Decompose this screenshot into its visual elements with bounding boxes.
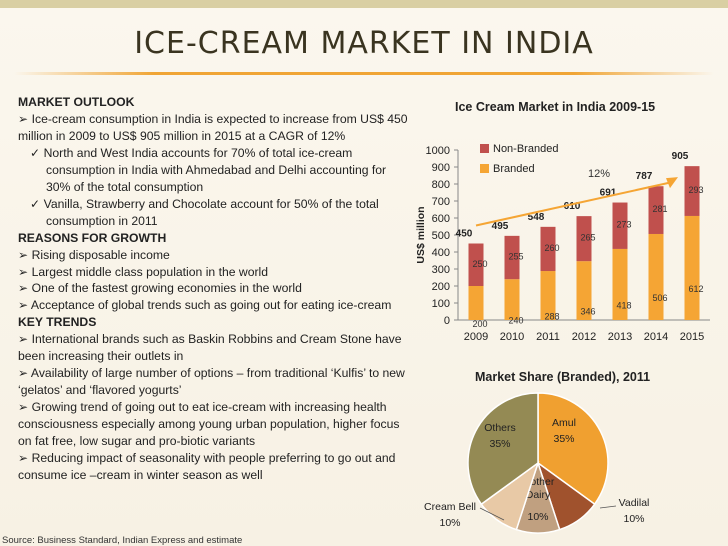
x-tick-label: 2014 (644, 331, 668, 343)
reasons-heading: REASONS FOR GROWTH (18, 230, 167, 245)
data-label-non-branded: 250 (472, 259, 487, 269)
reasons-bullet-4: ➢ Acceptance of global trends such as go… (18, 298, 392, 313)
data-label-total: 905 (672, 151, 689, 162)
x-tick-label: 2015 (680, 331, 704, 343)
data-label-non-branded: 293 (688, 185, 703, 195)
pie-label-others: Others (484, 422, 516, 434)
x-tick-label: 2013 (608, 331, 632, 343)
y-tick-label: 1000 (426, 145, 450, 157)
bar-non-branded (468, 243, 484, 286)
cagr-annotation: 12% (588, 168, 610, 180)
leader-line-cream-bell (479, 507, 505, 521)
pie-slice-others (467, 392, 539, 506)
y-tick-label: 700 (432, 196, 450, 208)
x-tick-label: 2009 (464, 331, 488, 343)
bar-non-branded (612, 202, 628, 249)
reasons-bullet-3: ➢ One of the fastest growing economies i… (18, 281, 302, 296)
key-trends-bullet-2: ➢ Availability of large number of option… (18, 366, 405, 398)
bar-non-branded (576, 216, 592, 262)
data-label-non-branded: 260 (544, 243, 559, 253)
top-accent-bar (0, 0, 728, 8)
key-trends-bullet-4: ➢ Reducing impact of seasonality with pe… (18, 451, 396, 482)
x-tick-label: 2012 (572, 331, 596, 343)
key-trends-heading: KEY TRENDS (18, 315, 97, 330)
legend-swatch-branded (480, 164, 489, 173)
data-label-branded: 418 (616, 300, 631, 310)
bar-branded (504, 279, 520, 320)
bar-non-branded (648, 186, 664, 234)
x-tick-label: 2010 (500, 331, 524, 343)
data-label-branded: 346 (580, 307, 595, 317)
bar-non-branded (684, 166, 700, 216)
market-outlook-bullet-1: ➢ Ice-cream consumption in India is expe… (18, 111, 408, 143)
slide-title: ICE-CREAM MARKET IN INDIA (134, 26, 594, 61)
y-tick-label: 800 (432, 179, 450, 191)
market-outlook-subbullet-2: ✓ Vanilla, Strawberry and Chocolate acco… (30, 196, 379, 228)
text-column: MARKET OUTLOOK ➢ Ice-cream consumption i… (18, 94, 413, 484)
x-tick-label: 2011 (536, 331, 560, 343)
bar-branded (576, 261, 592, 320)
bar-non-branded (540, 226, 556, 272)
bar-branded (684, 215, 700, 320)
bar-branded (540, 271, 556, 320)
legend-swatch-non-branded (480, 144, 489, 153)
title-underline (14, 72, 714, 75)
data-label-non-branded: 273 (616, 220, 631, 230)
data-label-branded: 288 (544, 312, 559, 322)
pie-value-amul: 35% (553, 433, 574, 445)
y-tick-label: 0 (444, 315, 450, 327)
y-tick-label: 400 (432, 247, 450, 259)
pie-value-mother-dairy: 10% (527, 511, 548, 523)
pie-label-vadilal: Vadilal (619, 497, 650, 509)
data-label-branded: 200 (472, 319, 487, 329)
bar-chart-title: Ice Cream Market in India 2009-15 (455, 100, 656, 114)
leader-line-vadilal (599, 505, 617, 509)
bar-non-branded (504, 235, 520, 280)
y-axis-title: US$ million (415, 206, 427, 263)
pie-label-mother-dairy-line2: Dairy (526, 489, 551, 501)
source-note: Source: Business Standard, Indian Expres… (2, 535, 243, 546)
y-tick-label: 200 (432, 281, 450, 293)
key-trends-bullet-3: ➢ Growing trend of going out to eat ice-… (18, 400, 400, 449)
market-outlook-heading: MARKET OUTLOOK (18, 95, 135, 109)
pie-slice-amul (537, 392, 609, 506)
pie-chart-title: Market Share (Branded), 2011 (475, 370, 651, 384)
data-label-non-branded: 255 (508, 252, 523, 262)
data-label-branded: 240 (508, 316, 523, 326)
data-label-total: 450 (456, 229, 473, 240)
reasons-bullet-1: ➢ Rising disposable income (18, 247, 170, 262)
data-label-total: 691 (600, 188, 617, 199)
bar-branded (612, 248, 628, 320)
y-tick-label: 500 (432, 230, 450, 242)
data-label-total: 548 (528, 212, 545, 223)
y-tick-label: 300 (432, 264, 450, 276)
growth-arrow-head (666, 177, 678, 189)
key-trends-bullet-1: ➢ International brands such as Baskin Ro… (18, 332, 402, 364)
growth-arrow-line (475, 181, 673, 227)
bar-branded (468, 286, 484, 320)
y-tick-label: 900 (432, 162, 450, 174)
pie-value-cream-bell: 10% (439, 517, 460, 529)
pie-value-vadilal: 10% (623, 513, 644, 525)
data-label-branded: 506 (652, 293, 667, 303)
market-outlook-subbullet-1: ✓ North and West India accounts for 70% … (30, 145, 387, 194)
pie-label-amul: Amul (552, 417, 576, 429)
data-label-non-branded: 281 (652, 204, 667, 214)
legend-label-branded: Branded (493, 163, 535, 175)
bar-branded (648, 233, 664, 320)
pie-value-others: 35% (489, 438, 510, 450)
data-label-non-branded: 265 (580, 233, 595, 243)
reasons-bullet-2: ➢ Largest middle class population in the… (18, 264, 269, 279)
data-label-total: 787 (636, 171, 653, 182)
pie-label-cream-bell: Cream Bell (424, 501, 476, 513)
data-label-branded: 612 (688, 284, 703, 294)
data-label-total: 610 (564, 201, 581, 212)
legend-label-non-branded: Non-Branded (493, 143, 558, 155)
bar-chart: 0 100 200 300 400 500 600 700 800 900 1000 US$ mill… (415, 143, 710, 343)
data-label-total: 495 (492, 221, 509, 232)
y-tick-label: 600 (432, 213, 450, 225)
y-tick-label: 100 (432, 298, 450, 310)
